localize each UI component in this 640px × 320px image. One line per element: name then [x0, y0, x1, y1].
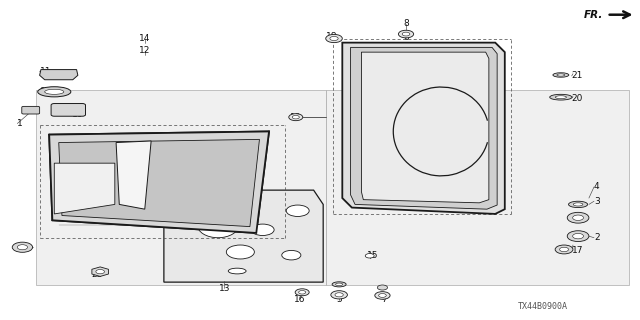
Circle shape: [286, 205, 309, 216]
Text: 2: 2: [594, 233, 600, 242]
Polygon shape: [362, 52, 489, 203]
Text: 15: 15: [367, 251, 379, 260]
Text: 19: 19: [290, 113, 301, 122]
Circle shape: [17, 245, 28, 250]
Circle shape: [331, 291, 348, 299]
Ellipse shape: [38, 87, 71, 97]
Circle shape: [559, 247, 568, 252]
Text: 24: 24: [356, 170, 367, 179]
Circle shape: [567, 231, 589, 242]
Circle shape: [375, 292, 390, 299]
Polygon shape: [40, 69, 78, 80]
Circle shape: [330, 36, 338, 41]
Text: 13: 13: [219, 284, 230, 293]
Ellipse shape: [556, 96, 566, 99]
Circle shape: [365, 253, 374, 258]
Circle shape: [227, 245, 254, 259]
Circle shape: [299, 291, 306, 294]
Circle shape: [402, 32, 410, 36]
Ellipse shape: [557, 74, 565, 76]
Text: 9: 9: [40, 87, 45, 96]
Text: 25: 25: [356, 158, 367, 167]
Text: 18: 18: [326, 32, 337, 41]
Text: 14: 14: [139, 34, 150, 43]
Circle shape: [398, 30, 413, 38]
Polygon shape: [326, 90, 629, 285]
Ellipse shape: [568, 201, 588, 208]
Polygon shape: [342, 43, 505, 214]
Polygon shape: [92, 267, 108, 276]
Ellipse shape: [550, 94, 572, 100]
Ellipse shape: [332, 282, 346, 287]
Ellipse shape: [197, 212, 239, 238]
Polygon shape: [59, 140, 259, 227]
Text: 11: 11: [40, 67, 51, 76]
Text: 5: 5: [336, 295, 342, 304]
Circle shape: [295, 289, 309, 296]
Text: 1: 1: [17, 119, 23, 128]
Text: TX44B0900A: TX44B0900A: [518, 302, 568, 311]
FancyBboxPatch shape: [22, 106, 40, 114]
Circle shape: [289, 114, 303, 121]
Ellipse shape: [45, 89, 64, 94]
Text: 7: 7: [381, 295, 387, 304]
Circle shape: [573, 215, 584, 220]
Polygon shape: [36, 90, 326, 285]
Polygon shape: [116, 141, 151, 209]
Text: 8: 8: [403, 19, 409, 28]
FancyBboxPatch shape: [51, 104, 86, 116]
Circle shape: [555, 245, 573, 254]
Text: 17: 17: [572, 246, 583, 255]
Text: 10: 10: [72, 109, 83, 118]
Text: 3: 3: [594, 197, 600, 206]
Circle shape: [378, 285, 388, 290]
Polygon shape: [351, 47, 497, 209]
Text: 6: 6: [403, 33, 409, 42]
Text: 4: 4: [594, 182, 600, 191]
Ellipse shape: [553, 73, 569, 77]
Text: 20: 20: [572, 94, 583, 103]
Circle shape: [96, 269, 104, 274]
Text: 16: 16: [294, 295, 305, 304]
Text: 21: 21: [572, 71, 583, 80]
Text: 22: 22: [15, 243, 27, 252]
Circle shape: [335, 293, 343, 297]
Text: 23: 23: [92, 270, 102, 279]
Ellipse shape: [573, 203, 583, 206]
Circle shape: [567, 212, 589, 223]
Circle shape: [251, 224, 274, 236]
Text: 12: 12: [139, 46, 150, 55]
Circle shape: [282, 251, 301, 260]
Polygon shape: [164, 190, 323, 282]
Circle shape: [292, 116, 300, 119]
Text: FR.: FR.: [584, 10, 604, 20]
Circle shape: [379, 293, 387, 297]
Polygon shape: [49, 132, 269, 233]
Ellipse shape: [335, 283, 342, 286]
Circle shape: [12, 242, 33, 252]
Ellipse shape: [228, 268, 246, 274]
Circle shape: [326, 34, 342, 43]
Polygon shape: [54, 163, 115, 214]
Circle shape: [573, 233, 584, 239]
